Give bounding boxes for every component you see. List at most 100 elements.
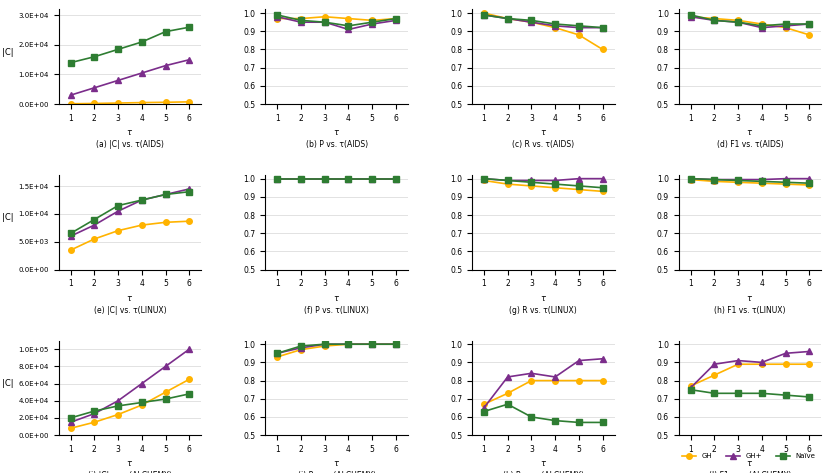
GH+ bbox=[184, 57, 194, 62]
GH+ bbox=[550, 178, 560, 184]
X-axis label: $\tau$: $\tau$ bbox=[747, 128, 753, 137]
GH+ bbox=[733, 19, 743, 25]
Line: GH: GH bbox=[481, 378, 606, 407]
GH bbox=[137, 402, 147, 408]
GH+ bbox=[709, 18, 719, 23]
GH+ bbox=[272, 350, 282, 356]
Text: (i) |C| vs. τ(ALCHEMY): (i) |C| vs. τ(ALCHEMY) bbox=[88, 471, 172, 473]
GH+ bbox=[597, 25, 608, 30]
GH+ bbox=[478, 12, 489, 18]
Naive bbox=[184, 25, 194, 30]
Line: GH+: GH+ bbox=[481, 356, 606, 411]
Naive bbox=[113, 203, 123, 209]
GH bbox=[272, 354, 282, 360]
Line: GH+: GH+ bbox=[481, 176, 606, 183]
GH+ bbox=[391, 342, 401, 347]
Line: GH: GH bbox=[481, 178, 606, 194]
GH bbox=[161, 99, 171, 105]
GH bbox=[367, 342, 377, 347]
GH bbox=[526, 183, 536, 189]
GH+ bbox=[113, 208, 123, 214]
Line: GH: GH bbox=[274, 176, 399, 182]
Naive bbox=[137, 197, 147, 203]
Text: (h) F1 vs. τ(LINUX): (h) F1 vs. τ(LINUX) bbox=[714, 306, 786, 315]
Line: Naive: Naive bbox=[68, 391, 192, 421]
GH bbox=[161, 219, 171, 225]
Naive bbox=[685, 12, 696, 18]
GH bbox=[478, 178, 489, 184]
Line: GH: GH bbox=[68, 99, 192, 106]
Naive bbox=[391, 342, 401, 347]
Line: Naive: Naive bbox=[688, 387, 812, 400]
GH bbox=[296, 347, 306, 352]
Naive bbox=[137, 39, 147, 45]
Line: Naive: Naive bbox=[481, 176, 606, 191]
X-axis label: $\tau$: $\tau$ bbox=[333, 128, 340, 137]
GH+ bbox=[685, 176, 696, 182]
Naive bbox=[757, 391, 767, 396]
Text: (l) F1 vs. τ(ALCHEMY): (l) F1 vs. τ(ALCHEMY) bbox=[709, 471, 791, 473]
GH bbox=[320, 343, 330, 349]
GH bbox=[344, 176, 354, 182]
Text: (k) R vs. τ(ALCHEMY): (k) R vs. τ(ALCHEMY) bbox=[503, 471, 584, 473]
GH+ bbox=[780, 176, 790, 182]
GH+ bbox=[526, 370, 536, 376]
Naive bbox=[391, 16, 401, 21]
GH bbox=[597, 189, 608, 194]
Naive bbox=[709, 177, 719, 183]
Line: GH: GH bbox=[688, 14, 812, 38]
GH+ bbox=[804, 176, 815, 182]
GH+ bbox=[550, 374, 560, 380]
GH+ bbox=[503, 374, 513, 380]
GH+ bbox=[503, 16, 513, 21]
GH bbox=[733, 179, 743, 185]
Line: Naive: Naive bbox=[274, 12, 399, 28]
Naive bbox=[478, 12, 489, 18]
GH+ bbox=[757, 25, 767, 30]
Naive bbox=[272, 12, 282, 18]
GH bbox=[113, 100, 123, 106]
Naive bbox=[137, 400, 147, 405]
GH bbox=[137, 222, 147, 228]
Y-axis label: |C|: |C| bbox=[2, 379, 13, 388]
GH bbox=[391, 342, 401, 347]
GH bbox=[757, 21, 767, 27]
Text: (f) P vs. τ(LINUX): (f) P vs. τ(LINUX) bbox=[304, 306, 369, 315]
GH bbox=[550, 378, 560, 384]
Line: Naive: Naive bbox=[688, 176, 812, 186]
GH+ bbox=[367, 342, 377, 347]
GH+ bbox=[780, 350, 790, 356]
GH bbox=[574, 378, 584, 384]
GH bbox=[503, 391, 513, 396]
GH+ bbox=[709, 361, 719, 367]
GH+ bbox=[161, 63, 171, 69]
Line: GH: GH bbox=[688, 177, 812, 188]
Naive bbox=[344, 23, 354, 29]
GH bbox=[184, 99, 194, 105]
GH+ bbox=[137, 381, 147, 386]
GH+ bbox=[320, 176, 330, 182]
GH bbox=[757, 361, 767, 367]
Naive bbox=[65, 60, 75, 66]
GH bbox=[391, 176, 401, 182]
Naive bbox=[320, 176, 330, 182]
GH+ bbox=[597, 356, 608, 361]
Naive bbox=[161, 396, 171, 402]
Line: GH+: GH+ bbox=[688, 176, 812, 182]
Naive bbox=[296, 343, 306, 349]
GH bbox=[90, 236, 100, 242]
Naive bbox=[367, 19, 377, 25]
GH bbox=[597, 378, 608, 384]
GH+ bbox=[320, 19, 330, 25]
Text: (c) R vs. τ(AIDS): (c) R vs. τ(AIDS) bbox=[512, 140, 574, 149]
Y-axis label: |C|: |C| bbox=[2, 213, 13, 222]
Text: (j) P vs. τ(ALCHEMY): (j) P vs. τ(ALCHEMY) bbox=[297, 471, 375, 473]
Naive bbox=[320, 19, 330, 25]
Line: GH+: GH+ bbox=[688, 14, 812, 30]
X-axis label: $\tau$: $\tau$ bbox=[540, 459, 547, 468]
Text: (d) F1 vs. τ(AIDS): (d) F1 vs. τ(AIDS) bbox=[716, 140, 784, 149]
Naive bbox=[65, 415, 75, 421]
GH+ bbox=[804, 349, 815, 354]
Line: Naive: Naive bbox=[68, 25, 192, 65]
X-axis label: $\tau$: $\tau$ bbox=[333, 459, 340, 468]
